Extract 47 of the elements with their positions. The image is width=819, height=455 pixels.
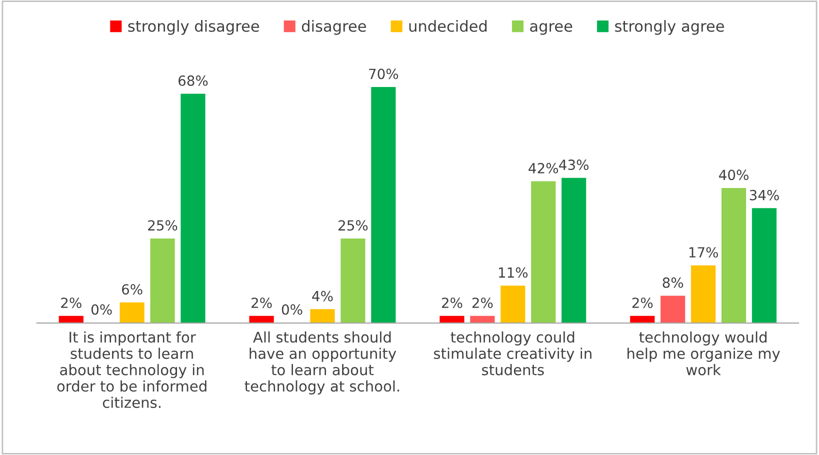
data-label: 17% <box>689 247 718 258</box>
bar <box>310 309 335 324</box>
data-label: 2% <box>472 298 493 308</box>
data-label: 40% <box>719 170 748 180</box>
x-tick-label: All students should have an opportunity to learn about technology at school. <box>244 331 400 394</box>
data-label: 25% <box>148 220 178 231</box>
legend-label: disagree <box>302 20 366 35</box>
bar <box>660 296 686 324</box>
data-label: 2% <box>632 298 653 308</box>
data-label: 4% <box>312 290 333 302</box>
bar <box>721 188 746 324</box>
data-label: 70% <box>369 68 398 80</box>
bar <box>440 316 464 324</box>
data-label: 43% <box>559 160 588 170</box>
x-tick-label: It is important for students to learn about technology in order to be informed citizens. <box>57 331 206 408</box>
data-label: 11% <box>498 267 528 278</box>
bar <box>562 178 586 324</box>
bar <box>691 265 716 324</box>
data-label: 0% <box>282 304 302 315</box>
bar <box>470 316 495 324</box>
data-label: 42% <box>528 162 558 174</box>
x-tick-label: technology could stimulate creativity in students <box>434 331 592 376</box>
bar <box>371 87 396 324</box>
bar <box>58 316 84 324</box>
bar <box>531 181 556 324</box>
data-label: 0% <box>91 304 112 315</box>
bar <box>500 286 526 324</box>
bar <box>180 94 206 324</box>
legend-label: undecided <box>409 20 487 32</box>
data-label: 2% <box>61 298 82 308</box>
bar <box>752 208 777 324</box>
legend-label: strongly disagree <box>128 20 260 35</box>
bar <box>120 302 144 324</box>
legend-label: strongly agree <box>615 20 724 35</box>
data-label: 6% <box>122 284 142 295</box>
data-label: 8% <box>662 277 684 288</box>
data-label: 2% <box>252 298 272 308</box>
data-label: 2% <box>442 298 462 308</box>
bar <box>630 316 655 324</box>
bar <box>340 238 366 324</box>
data-label: 25% <box>338 220 368 231</box>
bar <box>249 316 274 324</box>
data-label: 68% <box>178 75 208 86</box>
data-label: 34% <box>750 190 779 200</box>
bar <box>150 238 175 324</box>
legend-label: agree <box>530 23 572 35</box>
x-tick-label: technology would help me organize my work <box>628 331 780 376</box>
